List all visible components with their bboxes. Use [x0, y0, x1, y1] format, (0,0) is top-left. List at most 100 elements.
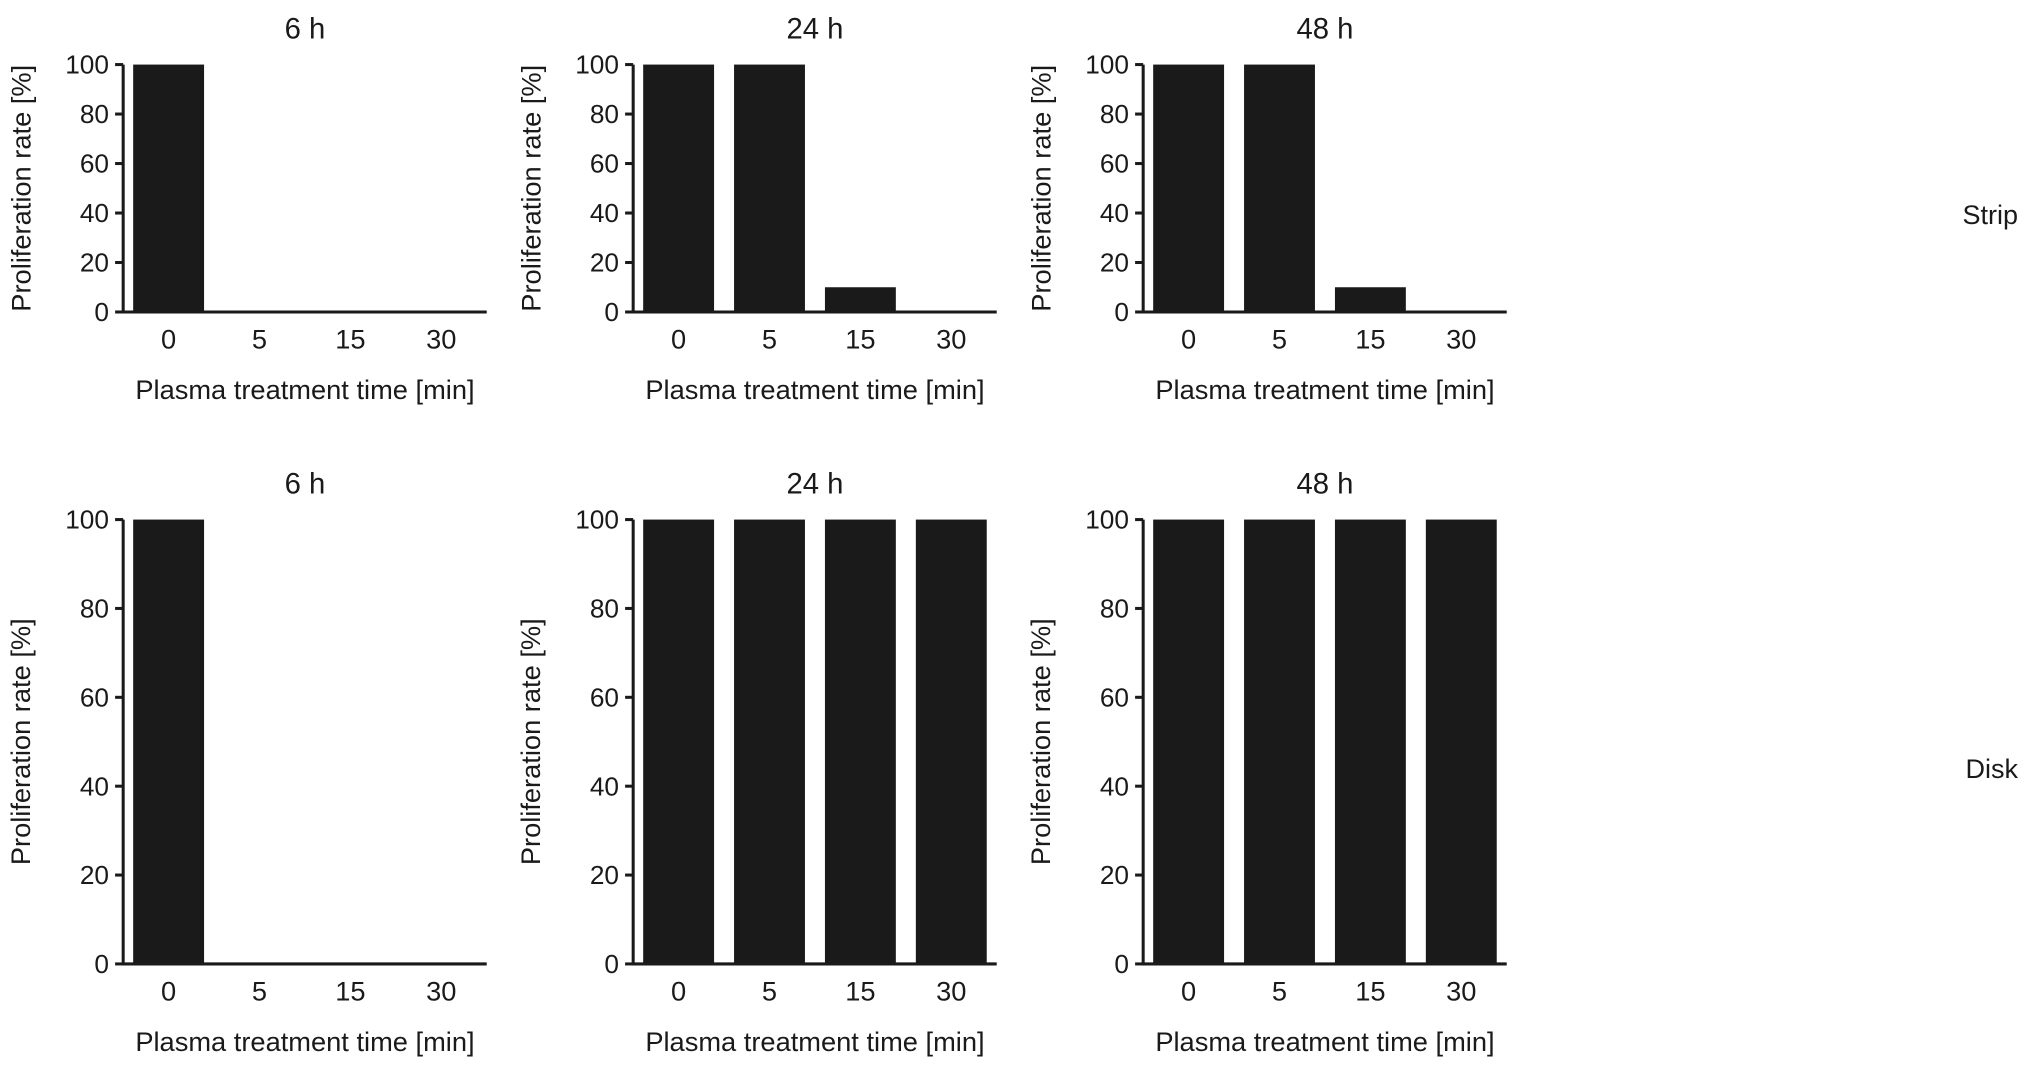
bar	[133, 519, 205, 965]
x-tick-label: 0	[1181, 975, 1196, 1006]
chart-strip-24h: 24 h 0 20 40 60 80 100 0 5 15 30 Plasma treatment t…	[514, 6, 1024, 425]
x-tick-label: 30	[1446, 975, 1476, 1006]
bar	[1153, 64, 1225, 312]
x-axis-label: Plasma treatment time [min]	[645, 1026, 984, 1057]
y-tick-label: 0	[1114, 297, 1129, 327]
bar	[643, 519, 715, 965]
row-label-disk: Disk	[1965, 753, 2019, 784]
chart-svg: 24 h 0 20 40 60 80 100 0 5 15 30 Plasma treatment t…	[515, 467, 997, 1057]
bar	[1334, 287, 1406, 312]
x-tick-label: 0	[671, 975, 686, 1006]
x-tick-label: 30	[936, 975, 966, 1006]
bar	[734, 519, 805, 965]
y-tick-label: 20	[590, 860, 619, 890]
x-tick-label: 5	[252, 975, 267, 1006]
y-axis-label: Proliferation rate [%]	[515, 65, 546, 312]
y-tick-label: 60	[80, 682, 109, 712]
y-tick-label: 80	[80, 99, 109, 129]
y-axis-label: Proliferation rate [%]	[1025, 65, 1056, 312]
y-tick-label: 40	[590, 771, 619, 801]
x-axis-label: Plasma treatment time [min]	[1155, 374, 1494, 405]
figure: 6 h 0 20 40 60 80 100 0 5 15 30 Plasma treatment ti…	[4, 6, 2032, 1084]
chart-disk-24h: 24 h 0 20 40 60 80 100 0 5 15 30 Plasma treatment t…	[514, 461, 1024, 1077]
y-tick-label: 100	[65, 505, 109, 535]
bar	[1244, 64, 1315, 312]
chart-svg: 24 h 0 20 40 60 80 100 0 5 15 30 Plasma treatment t…	[515, 12, 997, 405]
chart-svg: 6 h 0 20 40 60 80 100 0 5 15 30 Plasma treatment ti…	[5, 467, 487, 1057]
y-tick-label: 80	[1100, 99, 1129, 129]
y-tick-label: 100	[1085, 505, 1129, 535]
x-tick-label: 15	[335, 323, 365, 354]
bar	[824, 287, 896, 312]
y-axis-label: Proliferation rate [%]	[5, 618, 36, 865]
y-tick-label: 80	[80, 594, 109, 624]
x-tick-label: 0	[161, 323, 176, 354]
x-tick-label: 15	[845, 323, 875, 354]
chart-svg: 48 h 0 20 40 60 80 100 0 5 15 30 Plasma treatment t…	[1025, 467, 1507, 1057]
y-tick-label: 80	[590, 99, 619, 129]
y-tick-label: 80	[1100, 594, 1129, 624]
y-tick-label: 60	[1100, 682, 1129, 712]
chart-title: 6 h	[285, 467, 326, 500]
bar	[133, 64, 205, 312]
chart-title: 24 h	[786, 12, 843, 45]
chart-title: 48 h	[1296, 12, 1353, 45]
y-axis-label: Proliferation rate [%]	[1025, 618, 1056, 865]
y-tick-label: 40	[80, 771, 109, 801]
y-tick-label: 60	[590, 682, 619, 712]
x-tick-label: 15	[845, 975, 875, 1006]
bar	[1334, 519, 1406, 965]
y-tick-label: 0	[94, 949, 109, 979]
x-tick-label: 5	[1272, 323, 1287, 354]
y-tick-label: 20	[80, 860, 109, 890]
y-tick-label: 40	[80, 198, 109, 228]
bar	[824, 519, 896, 965]
x-tick-label: 30	[1446, 323, 1476, 354]
y-tick-label: 20	[80, 248, 109, 278]
x-tick-label: 30	[936, 323, 966, 354]
bar	[734, 64, 805, 312]
x-tick-label: 15	[1355, 323, 1385, 354]
y-tick-label: 100	[1085, 50, 1129, 80]
y-tick-label: 20	[1100, 860, 1129, 890]
y-tick-label: 60	[80, 149, 109, 179]
y-tick-label: 100	[575, 50, 619, 80]
bar	[1153, 519, 1225, 965]
chart-disk-6h: 6 h 0 20 40 60 80 100 0 5 15 30 Plasma treatment ti…	[4, 461, 514, 1077]
chart-title: 6 h	[285, 12, 326, 45]
row-label-strip: Strip	[1962, 200, 2018, 231]
x-axis-label: Plasma treatment time [min]	[645, 374, 984, 405]
y-tick-label: 20	[1100, 248, 1129, 278]
y-tick-label: 0	[94, 297, 109, 327]
x-tick-label: 15	[1355, 975, 1385, 1006]
y-tick-label: 80	[590, 594, 619, 624]
y-tick-label: 60	[1100, 149, 1129, 179]
x-axis-label: Plasma treatment time [min]	[135, 374, 474, 405]
x-axis-label: Plasma treatment time [min]	[1155, 1026, 1494, 1057]
x-tick-label: 15	[335, 975, 365, 1006]
bar	[1425, 519, 1497, 965]
chart-strip-6h: 6 h 0 20 40 60 80 100 0 5 15 30 Plasma treatment ti…	[4, 6, 514, 425]
y-tick-label: 0	[1114, 949, 1129, 979]
y-tick-label: 100	[65, 50, 109, 80]
y-tick-label: 0	[604, 949, 619, 979]
x-tick-label: 30	[426, 975, 456, 1006]
x-tick-label: 30	[426, 323, 456, 354]
x-tick-label: 5	[1272, 975, 1287, 1006]
y-tick-label: 40	[1100, 198, 1129, 228]
bar	[915, 519, 987, 965]
y-tick-label: 0	[604, 297, 619, 327]
x-tick-label: 0	[161, 975, 176, 1006]
chart-svg: 6 h 0 20 40 60 80 100 0 5 15 30 Plasma treatment ti…	[5, 12, 487, 405]
chart-disk-48h: 48 h 0 20 40 60 80 100 0 5 15 30 Plasma treatment t…	[1024, 461, 1534, 1077]
x-tick-label: 0	[671, 323, 686, 354]
y-tick-label: 100	[575, 505, 619, 535]
chart-strip-48h: 48 h 0 20 40 60 80 100 0 5 15 30 Plasma treatment t…	[1024, 6, 1534, 425]
chart-title: 48 h	[1296, 467, 1353, 500]
y-axis-label: Proliferation rate [%]	[5, 65, 36, 312]
x-tick-label: 5	[762, 323, 777, 354]
x-axis-label: Plasma treatment time [min]	[135, 1026, 474, 1057]
chart-title: 24 h	[786, 467, 843, 500]
y-tick-label: 20	[590, 248, 619, 278]
figure-row-disk: 6 h 0 20 40 60 80 100 0 5 15 30 Plasma treatment ti…	[4, 461, 2032, 1077]
